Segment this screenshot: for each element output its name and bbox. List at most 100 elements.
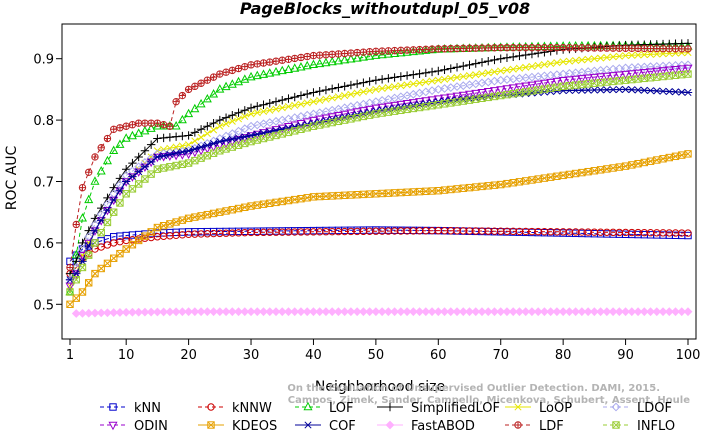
- series-ldf-marker: [403, 46, 411, 54]
- series-ldf-marker: [646, 44, 655, 53]
- series-odin-marker: [109, 196, 119, 206]
- series-kdeos-marker: [128, 241, 137, 249]
- series-ldf-marker: [72, 220, 80, 229]
- series-simplifiedlof-marker: [390, 73, 399, 82]
- series-lof-marker: [77, 213, 88, 222]
- series-ldf-marker: [247, 61, 255, 69]
- series-loop-marker: [322, 95, 330, 103]
- series-loop-marker: [284, 103, 293, 111]
- series-knnw-marker: [103, 241, 112, 249]
- series-ldf-marker: [596, 44, 605, 52]
- series-loop: [66, 49, 692, 290]
- series-fastabod-marker: [365, 307, 375, 317]
- series-fastabod-marker: [71, 309, 81, 318]
- series-ldf-marker: [159, 121, 168, 129]
- series-fastabod-marker: [465, 307, 474, 317]
- series-loop-marker: [428, 77, 436, 85]
- series-simplifiedlof-marker: [321, 85, 331, 95]
- series-ldf-marker: [478, 44, 486, 52]
- series-ldf-marker: [678, 45, 686, 53]
- series-ldf-marker: [453, 44, 461, 53]
- series-lof-marker: [115, 139, 125, 148]
- series-ldf-marker: [372, 47, 380, 56]
- series-fastabod-marker: [259, 307, 268, 317]
- legend-loop-marker: [514, 403, 522, 411]
- series-odin-marker: [527, 81, 537, 91]
- series-loop-marker: [653, 50, 661, 58]
- series-ldf-marker: [122, 122, 130, 130]
- series-ldf-marker: [315, 51, 324, 59]
- series-loop-marker: [266, 106, 274, 114]
- series-ldf-marker: [365, 48, 374, 56]
- legend-item-simplifiedlof: SimplifiedLOF: [377, 401, 500, 416]
- series-odin-marker: [508, 84, 518, 93]
- series-kdeos: [66, 150, 692, 309]
- series-kdeos-marker: [159, 222, 168, 230]
- series-loop-marker: [378, 84, 386, 93]
- series-ldof-marker: [671, 61, 680, 70]
- x-tick-label: 50: [368, 348, 385, 363]
- legend-lof-marker: [303, 401, 313, 411]
- series-kdeos-marker: [134, 236, 143, 245]
- series-cof-marker: [140, 163, 150, 171]
- series-cof-marker: [246, 131, 256, 140]
- series-lof-marker: [146, 123, 156, 132]
- series-kdeos-marker: [147, 228, 155, 236]
- series-odin-marker: [521, 82, 531, 91]
- series-odin-marker: [514, 83, 524, 92]
- series-odin-marker: [489, 87, 500, 96]
- series-ldf-marker: [621, 44, 630, 52]
- series-kdeos-marker: [66, 300, 74, 309]
- series-lof-marker: [315, 58, 325, 68]
- series-simplifiedlof-marker: [290, 92, 299, 102]
- series-fastabod-marker: [621, 307, 630, 317]
- series-loop-marker: [259, 107, 268, 116]
- series-simplifiedlof-marker: [340, 82, 349, 91]
- series-fastabod-marker: [377, 307, 387, 317]
- series-ldof-marker: [658, 61, 668, 71]
- series-kdeos-marker: [166, 220, 174, 228]
- series-odin-marker: [283, 123, 294, 132]
- series-ldf-marker: [272, 57, 280, 65]
- series-kdeos-marker: [97, 264, 105, 273]
- series-inflo-marker: [134, 180, 143, 188]
- series-fastabod-marker: [184, 307, 194, 317]
- series-simplifiedlof-marker: [352, 79, 362, 89]
- series-inflo-marker: [147, 170, 155, 178]
- series-odin-marker: [602, 72, 612, 82]
- legend-label: INFLO: [637, 419, 675, 434]
- x-tick-label: 40: [305, 348, 322, 363]
- series-ldf-marker: [609, 44, 617, 52]
- x-tick-label: 20: [180, 348, 197, 363]
- series-odin-marker: [65, 282, 75, 292]
- series-simplifiedlof-marker: [477, 58, 487, 67]
- series-odin-marker: [652, 67, 662, 77]
- series-inflo-marker: [91, 239, 99, 247]
- series-kdeos-marker: [141, 232, 149, 240]
- series-ldf-marker: [178, 91, 187, 100]
- series-fastabod-marker: [402, 307, 412, 317]
- series-simplifiedlof-marker: [415, 69, 424, 78]
- series-fastabod-marker: [371, 307, 381, 317]
- series-simplifiedlof-marker: [203, 122, 212, 131]
- series-lof-marker: [209, 89, 219, 98]
- series-odin-marker: [677, 65, 687, 74]
- series-simplifiedlof-marker: [134, 152, 143, 162]
- series-fastabod-marker: [315, 307, 325, 317]
- series-lof-marker: [396, 47, 406, 57]
- series-odin-marker: [596, 73, 606, 82]
- series-kdeos-marker: [78, 288, 87, 296]
- series-lof-marker: [190, 103, 200, 113]
- series-fastabod-marker: [483, 307, 493, 317]
- series-inflo-marker: [103, 218, 112, 227]
- series-fastabod-marker: [390, 307, 400, 317]
- series-ldf-marker: [328, 50, 336, 59]
- series-inflo-marker: [66, 288, 74, 296]
- series-ldf-marker: [284, 55, 293, 64]
- series-lof-marker: [121, 133, 131, 142]
- series-loop-marker: [397, 82, 405, 90]
- legend-label: COF: [329, 419, 356, 434]
- series-loop-marker: [615, 52, 623, 60]
- series-fastabod-marker: [202, 307, 212, 317]
- series-loop-marker: [646, 50, 655, 58]
